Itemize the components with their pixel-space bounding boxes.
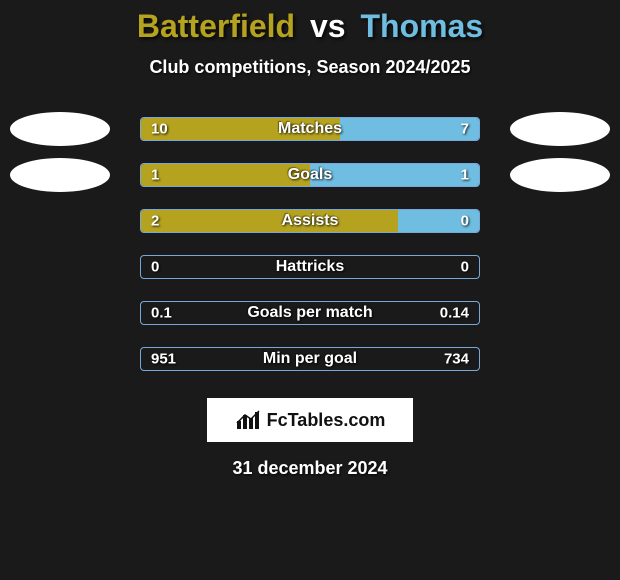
page-title: Batterfield vs Thomas	[0, 8, 620, 45]
stat-bar: 0 0Hattricks	[140, 255, 480, 279]
subtitle: Club competitions, Season 2024/2025	[0, 57, 620, 78]
stat-bar: 107Matches	[140, 117, 480, 141]
stat-row: 20Assists	[0, 198, 620, 244]
stat-row: 951 734Min per goal	[0, 336, 620, 382]
stat-left-value: 951	[151, 351, 176, 368]
stat-right-value: 0	[461, 259, 469, 276]
stat-row: 0 0Hattricks	[0, 244, 620, 290]
player1-name: Batterfield	[137, 8, 295, 44]
player2-badge	[510, 158, 610, 192]
stat-row: 0.1 0.14Goals per match	[0, 290, 620, 336]
stat-label: Goals per match	[141, 304, 479, 322]
stat-bar: 951 734Min per goal	[140, 347, 480, 371]
stat-right-value: 734	[444, 351, 469, 368]
stat-bar: 11Goals	[140, 163, 480, 187]
stat-row: 11Goals	[0, 152, 620, 198]
stat-bar-left-fill	[141, 164, 310, 186]
player1-badge	[10, 112, 110, 146]
player1-badge	[10, 158, 110, 192]
player2-badge	[510, 112, 610, 146]
branding-chart-icon	[235, 409, 261, 431]
player2-name: Thomas	[360, 8, 483, 44]
title-vs: vs	[304, 8, 352, 44]
stat-label: Hattricks	[141, 258, 479, 276]
stat-bar: 0.1 0.14Goals per match	[140, 301, 480, 325]
comparison-card: Batterfield vs Thomas Club competitions,…	[0, 0, 620, 479]
stat-bar-left-fill	[141, 118, 340, 140]
stat-left-value: 0	[151, 259, 159, 276]
stat-right-value: 0.14	[440, 305, 469, 322]
stat-rows: 107Matches 11Goals 20Assists 0 0Hattricks 0.1…	[0, 106, 620, 382]
stat-bar-right-fill	[310, 164, 479, 186]
stat-bar-right-fill	[340, 118, 479, 140]
date: 31 december 2024	[0, 458, 620, 479]
stat-left-value: 0.1	[151, 305, 172, 322]
stat-row: 107Matches	[0, 106, 620, 152]
branding-box: FcTables.com	[207, 398, 413, 442]
stat-bar: 20Assists	[140, 209, 480, 233]
stat-bar-right-fill	[398, 210, 479, 232]
stat-label: Min per goal	[141, 350, 479, 368]
stat-bar-left-fill	[141, 210, 398, 232]
branding-text: FcTables.com	[267, 410, 386, 431]
